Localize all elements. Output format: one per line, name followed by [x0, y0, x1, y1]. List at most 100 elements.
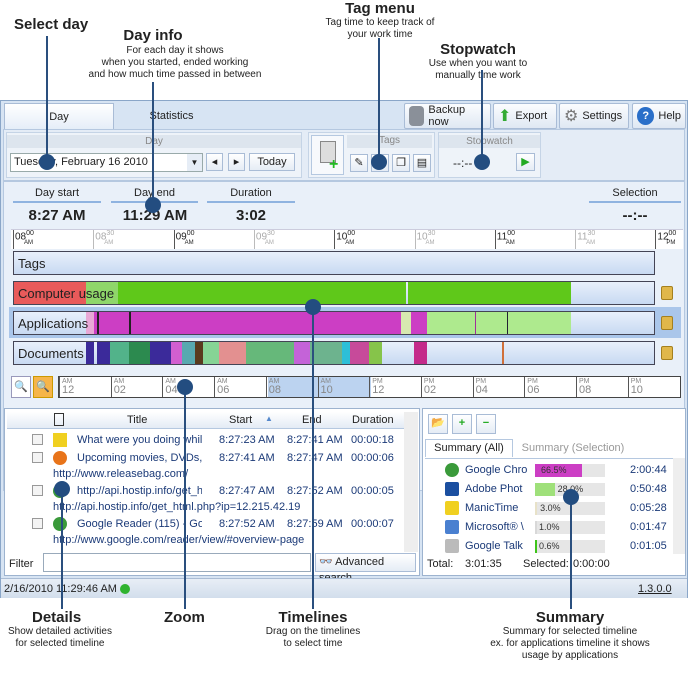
folder-add-icon[interactable]: 📂	[428, 414, 448, 434]
row-title: Google Reader (115) - Goc	[77, 518, 202, 530]
filter-input[interactable]	[43, 553, 311, 572]
summary-row[interactable]: Google Talk 0.6% 0:01:05	[425, 537, 675, 557]
advanced-search-button[interactable]: 👓 Advanced search	[315, 553, 416, 584]
summary-row[interactable]: Microsoft® \ 1.0% 0:01:47	[425, 518, 675, 538]
timeline-segment[interactable]	[110, 342, 130, 364]
lock-icon[interactable]	[661, 286, 673, 300]
ruler-tick: 0930 AM	[253, 230, 275, 249]
zoom-range-handle[interactable]	[268, 377, 371, 397]
timeline-segment[interactable]	[502, 342, 504, 364]
usage-bar-fill	[535, 540, 537, 553]
row-checkbox[interactable]	[32, 434, 43, 445]
timeline-segment[interactable]	[86, 342, 94, 364]
timeline-segment[interactable]	[310, 342, 342, 364]
pointer-line	[152, 82, 154, 205]
timeline-segment[interactable]	[474, 312, 477, 334]
zoom-ruler[interactable]: AM 12 AM 02 AM 04 AM 06 AM 08 AM 10 PM 12 PM 02 PM 04 PM 06…	[58, 376, 681, 398]
tab-statistics[interactable]: Statistics	[149, 110, 194, 122]
timeline-segment[interactable]	[342, 342, 350, 364]
timeline-segment[interactable]	[86, 282, 118, 304]
tab-day[interactable]: Day	[4, 103, 114, 130]
expand-icon[interactable]: +	[452, 414, 472, 434]
row-checkbox[interactable]	[32, 452, 43, 463]
lock-icon[interactable]	[661, 316, 673, 330]
summary-row[interactable]: ManicTime 3.0% 0:05:28	[425, 499, 675, 519]
next-day-button[interactable]: ▸	[228, 153, 245, 171]
timeline-segment[interactable]	[97, 342, 110, 364]
timeline-segment[interactable]	[150, 342, 171, 364]
timeline-segment[interactable]	[194, 342, 203, 364]
row-url[interactable]: http://www.releasebag.com/	[53, 468, 189, 480]
details-scrollbar[interactable]	[404, 412, 418, 552]
timeline-segment[interactable]	[170, 342, 182, 364]
version-link[interactable]: 1.3.0.0	[638, 583, 672, 595]
table-row[interactable]: Upcoming movies, DVDs, \ 8:27:41 AM 8:27:4…	[5, 450, 405, 484]
summary-scrollbar[interactable]	[673, 458, 685, 554]
ruler-hour: 08	[15, 231, 27, 243]
column-title[interactable]: Title	[127, 414, 148, 426]
timeline-segment[interactable]	[294, 342, 310, 364]
edit-tag-icon[interactable]: ✎	[350, 154, 368, 172]
timeline-segment[interactable]	[129, 342, 150, 364]
summary-row[interactable]: Adobe Phot 28.0%0:50:48	[425, 480, 675, 500]
play-icon[interactable]: ▶	[516, 153, 535, 171]
timeline-segment[interactable]	[94, 312, 402, 334]
ruler-minute: 30	[427, 230, 436, 237]
selection-value: --:--	[622, 207, 648, 224]
timeline-segment[interactable]	[506, 312, 509, 334]
timeline-segment[interactable]	[14, 282, 86, 304]
timeline-documents[interactable]: Documents	[13, 341, 655, 365]
column-duration[interactable]: Duration	[352, 414, 394, 426]
timeline-segment[interactable]	[182, 342, 195, 364]
summary-row[interactable]: Google Chro 66.5% 2:00:44	[425, 461, 675, 481]
timeline-segment[interactable]	[129, 312, 131, 334]
lock-icon[interactable]	[661, 346, 673, 360]
ruler-minute: 30	[106, 230, 115, 237]
copy-icon[interactable]: ❐	[392, 154, 410, 172]
table-row[interactable]: What were you doing whil 8:27:23 AM 8:27:4…	[5, 432, 405, 450]
pointer-dot	[145, 197, 161, 213]
timeline-segment[interactable]	[426, 312, 571, 334]
zoom-out-icon[interactable]: 🔍	[11, 376, 31, 398]
timeline-segment[interactable]	[401, 312, 411, 334]
pointer-dot	[563, 489, 579, 505]
timeline-segment[interactable]	[407, 282, 571, 304]
collapse-icon[interactable]: −	[476, 414, 496, 434]
app-time: 0:50:48	[630, 483, 667, 495]
paste-icon[interactable]: ▤	[413, 154, 431, 172]
table-row[interactable]: Google Reader (115) - Goc 8:27:52 AM 8:27:…	[5, 516, 405, 550]
timeline-applications[interactable]: Applications	[13, 311, 655, 335]
today-button[interactable]: Today	[249, 153, 295, 171]
help-button[interactable]: ? Help	[632, 103, 686, 129]
ruler-ampm: AM	[425, 240, 435, 246]
timeline-segment[interactable]	[86, 312, 94, 334]
column-end[interactable]: End	[302, 414, 322, 426]
timeline-segment[interactable]	[369, 342, 382, 364]
timeline-segment[interactable]	[246, 342, 294, 364]
backup-now-button[interactable]: Backup now	[404, 103, 491, 129]
tab-summary-all[interactable]: Summary (All)	[425, 439, 513, 457]
column-start[interactable]: Start	[229, 414, 253, 426]
previous-day-button[interactable]: ◂	[206, 153, 223, 171]
timeline-computer-usage[interactable]: Computer usage	[13, 281, 655, 305]
timeline-segment[interactable]	[350, 342, 370, 364]
row-url[interactable]: http://api.hostip.info/get_html.php?ip=1…	[53, 501, 301, 513]
timeline-segment[interactable]	[410, 312, 427, 334]
row-url[interactable]: http://www.google.com/reader/view/#overv…	[53, 534, 305, 546]
settings-button[interactable]: ⚙ Settings	[559, 103, 629, 129]
timeline-segment[interactable]	[118, 282, 406, 304]
timeline-segment[interactable]	[414, 342, 427, 364]
tab-summary-selection[interactable]: Summary (Selection)	[521, 442, 625, 454]
row-checkbox[interactable]	[32, 518, 43, 529]
timeline-label: Tags	[18, 256, 46, 271]
timeline-segment[interactable]	[97, 312, 99, 334]
zoom-in-icon[interactable]: 🔍	[33, 376, 53, 398]
add-tag-icon[interactable]: +	[311, 135, 344, 175]
timeline-tags[interactable]: Tags	[13, 251, 655, 275]
timeline-segment[interactable]	[218, 342, 246, 364]
export-button[interactable]: ⬆ Export	[493, 103, 557, 129]
duration-label: Duration	[207, 187, 295, 203]
timeline-segment[interactable]	[202, 342, 219, 364]
chevron-down-icon[interactable]: ▼	[187, 154, 202, 171]
row-checkbox[interactable]	[32, 485, 43, 496]
